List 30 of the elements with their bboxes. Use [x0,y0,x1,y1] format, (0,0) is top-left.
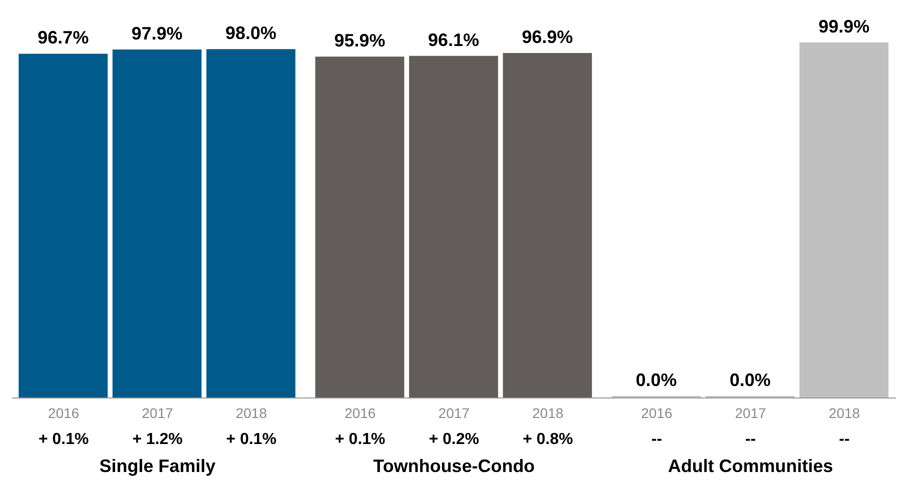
data-label: 96.1% [428,30,480,50]
x-tick-label: 2018 [828,405,860,421]
x-tick-label: 2016 [641,405,672,421]
text: Adult Communities [668,456,834,476]
data-label: 99.9% [818,16,870,36]
x-tick-label: 2017 [438,405,470,421]
text: -- [651,431,662,448]
data-label: 95.9% [334,30,386,51]
x-tick-label: 2016 [48,405,80,421]
data-label: 96.9% [522,27,573,48]
x-tick-label: 2018 [532,405,564,421]
data-label: 98.0% [225,23,276,44]
text: + 0.8% [522,431,573,448]
x-tick-label: 2017 [142,405,174,421]
x-tick-label: 2017 [734,405,766,421]
text: -- [745,431,756,448]
data-label: 0.0% [730,370,771,390]
text: + 0.2% [428,431,480,448]
text: Single Family [99,456,216,476]
text: + 0.1% [226,431,276,448]
text: Townhouse-Condo [373,456,535,476]
text: + 0.1% [38,431,89,448]
x-tick-label: 2018 [236,405,268,421]
x-tick-label: 2016 [344,405,376,421]
data-label: 97.9% [132,23,183,44]
text: + 1.2% [132,431,183,448]
text: + 0.1% [335,431,386,448]
text: -- [839,431,850,448]
data-label: 96.7% [38,28,89,48]
data-label: 0.0% [636,370,677,390]
